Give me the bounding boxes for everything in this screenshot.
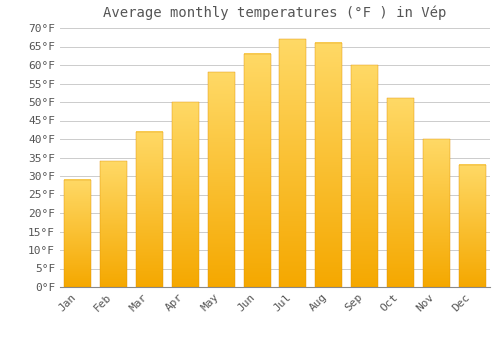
Bar	[387, 98, 414, 287]
Bar	[136, 132, 163, 287]
Bar	[64, 180, 92, 287]
Bar	[100, 161, 127, 287]
Bar	[280, 39, 306, 287]
Bar	[316, 43, 342, 287]
Bar	[458, 165, 485, 287]
Bar	[208, 72, 234, 287]
Bar	[351, 65, 378, 287]
Bar	[423, 139, 450, 287]
Title: Average monthly temperatures (°F ) in Vép: Average monthly temperatures (°F ) in Vé…	[104, 5, 446, 20]
Bar	[244, 54, 270, 287]
Bar	[172, 102, 199, 287]
